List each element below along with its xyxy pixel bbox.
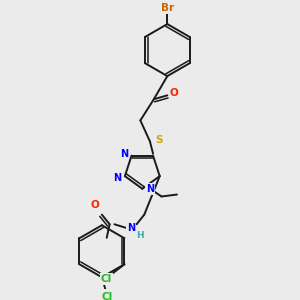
Text: Br: Br <box>161 3 174 13</box>
Text: Cl: Cl <box>101 292 112 300</box>
Text: H: H <box>136 231 144 240</box>
Text: N: N <box>120 149 128 159</box>
Text: N: N <box>113 173 121 183</box>
Text: O: O <box>170 88 178 98</box>
Text: N: N <box>146 184 154 194</box>
Text: N: N <box>127 223 135 233</box>
Text: O: O <box>91 200 100 210</box>
Text: S: S <box>155 135 162 145</box>
Text: Cl: Cl <box>100 274 112 284</box>
